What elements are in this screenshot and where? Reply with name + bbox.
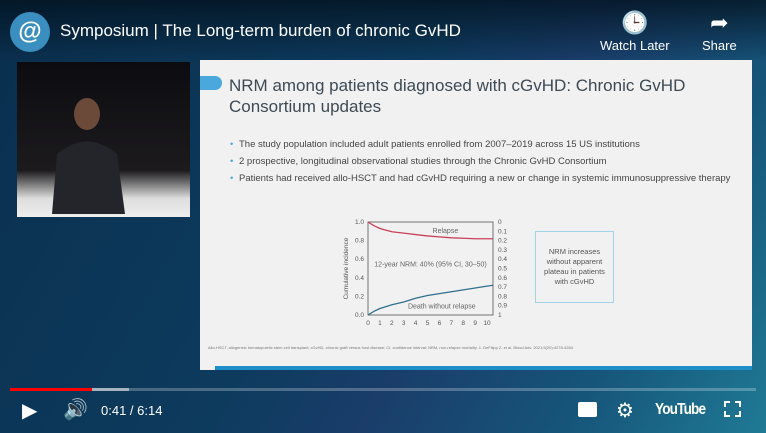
played-bar bbox=[10, 388, 93, 391]
settings-gear-icon[interactable]: ⚙ bbox=[616, 400, 634, 422]
y-right-tick-label: 0.4 bbox=[498, 256, 507, 263]
channel-logo[interactable]: @ bbox=[10, 12, 50, 52]
x-tick-label: 4 bbox=[414, 320, 418, 327]
series-line-0 bbox=[367, 221, 493, 240]
y-right-tick-label: 0 bbox=[498, 219, 502, 226]
y-tick-label: 0.8 bbox=[355, 238, 364, 245]
y-right-tick-label: 0.8 bbox=[498, 293, 507, 300]
y-tick-label: 0.6 bbox=[355, 256, 364, 263]
y-tick-label: 0.2 bbox=[355, 293, 364, 300]
series-label: Death without relapse bbox=[408, 303, 476, 310]
series-label: Relapse bbox=[433, 228, 459, 235]
x-tick-label: 9 bbox=[473, 320, 477, 327]
progress-bar[interactable] bbox=[10, 388, 756, 391]
slide-accent-bar bbox=[200, 76, 222, 90]
y-right-tick-label: 0.7 bbox=[498, 284, 507, 291]
share-button[interactable]: ➦ Share bbox=[702, 10, 737, 53]
x-tick-label: 3 bbox=[402, 320, 406, 327]
captions-icon[interactable] bbox=[578, 402, 597, 417]
x-tick-label: 0 bbox=[366, 320, 370, 327]
y-tick-label: 1.0 bbox=[355, 219, 364, 226]
footnote: Allo-HSCT, allogeneic hematopoietic stem… bbox=[208, 345, 575, 350]
x-tick-label: 8 bbox=[461, 320, 465, 327]
y-right-tick-label: 1 bbox=[498, 312, 502, 319]
y-right-tick-label: 0.2 bbox=[498, 238, 507, 245]
clock-icon: 🕒 bbox=[621, 10, 649, 35]
callout-box: NRM increases without apparent plateau i… bbox=[535, 231, 614, 303]
series-line-1 bbox=[367, 284, 494, 316]
presentation-slide: NRM among patients diagnosed with cGvHD:… bbox=[200, 60, 752, 370]
bullet-item: Patients had received allo-HSCT and had … bbox=[230, 172, 740, 185]
x-tick-label: 1 bbox=[378, 320, 382, 327]
x-tick-label: 7 bbox=[450, 320, 454, 327]
speaker-figure bbox=[52, 98, 125, 214]
bullet-item: The study population included adult pati… bbox=[230, 138, 740, 151]
bullet-item: 2 prospective, longitudinal observationa… bbox=[230, 155, 740, 168]
x-tick-label: 5 bbox=[426, 320, 430, 327]
y-right-tick-label: 0.9 bbox=[498, 303, 507, 310]
incidence-chart: 0 1 2 3 4 5 6 7 8 9 10 0.0 0.2 0.4 0.6 0.8 1.0 0 0.1 0.2 0.3… bbox=[343, 219, 507, 327]
time-display: 0:41 / 6:14 bbox=[101, 403, 163, 418]
x-tick-label: 6 bbox=[438, 320, 442, 327]
youtube-logo[interactable]: YouTube bbox=[655, 401, 706, 418]
share-arrow-icon: ➦ bbox=[710, 10, 729, 35]
volume-icon[interactable]: 🔊 bbox=[63, 399, 88, 421]
y-right-tick-label: 0.1 bbox=[498, 228, 507, 235]
plot-frame bbox=[367, 221, 494, 316]
y-tick-label: 0.0 bbox=[355, 312, 364, 319]
title-bar: @ Symposium | The Long-term burden of ch… bbox=[0, 0, 766, 62]
play-button[interactable]: ▶ bbox=[22, 400, 38, 422]
fullscreen-icon[interactable] bbox=[724, 401, 741, 417]
y-right-tick-label: 0.5 bbox=[498, 266, 507, 273]
slide-bottom-bar bbox=[215, 366, 752, 370]
video-title[interactable]: Symposium | The Long-term burden of chro… bbox=[60, 21, 461, 40]
x-tick-label: 2 bbox=[390, 320, 394, 327]
y-axis-label: Cumulative incidence bbox=[343, 237, 350, 299]
watch-later-button[interactable]: 🕒 Watch Later bbox=[600, 10, 670, 53]
y-right-tick-label: 0.3 bbox=[498, 247, 507, 254]
y-tick-label: 0.4 bbox=[355, 275, 364, 282]
y-right-tick-label: 0.6 bbox=[498, 275, 507, 282]
x-tick-label: 10 bbox=[483, 320, 491, 327]
chart-annotation: 12-year NRM: 40% (95% CI, 30–50) bbox=[374, 262, 486, 269]
slide-title: NRM among patients diagnosed with cGvHD:… bbox=[229, 76, 686, 116]
bullet-list: The study population included adult pati… bbox=[230, 138, 740, 189]
speaker-video bbox=[17, 62, 190, 217]
